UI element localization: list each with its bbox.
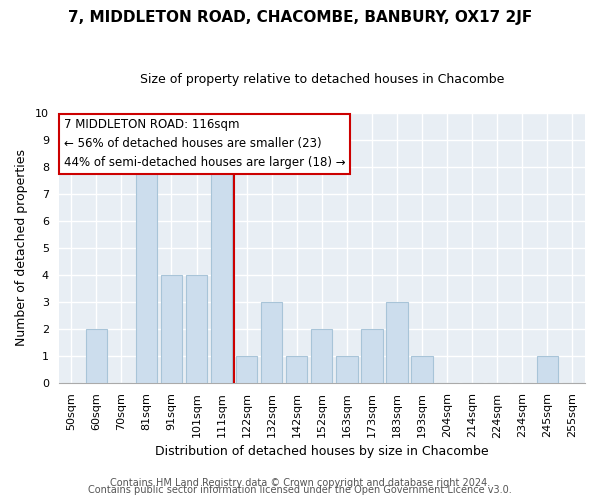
Bar [161,275,182,382]
Y-axis label: Number of detached properties: Number of detached properties [15,150,28,346]
Bar [311,329,332,382]
Bar [211,167,232,382]
Text: 7 MIDDLETON ROAD: 116sqm
← 56% of detached houses are smaller (23)
44% of semi-d: 7 MIDDLETON ROAD: 116sqm ← 56% of detach… [64,118,346,170]
Text: Contains public sector information licensed under the Open Government Licence v3: Contains public sector information licen… [88,485,512,495]
Bar [136,167,157,382]
Bar [386,302,407,382]
Bar [537,356,558,382]
Bar [286,356,307,382]
Text: 7, MIDDLETON ROAD, CHACOMBE, BANBURY, OX17 2JF: 7, MIDDLETON ROAD, CHACOMBE, BANBURY, OX… [68,10,532,25]
Bar [236,356,257,382]
Bar [186,275,207,382]
Bar [412,356,433,382]
Text: Contains HM Land Registry data © Crown copyright and database right 2024.: Contains HM Land Registry data © Crown c… [110,478,490,488]
Bar [261,302,283,382]
Bar [361,329,383,382]
X-axis label: Distribution of detached houses by size in Chacombe: Distribution of detached houses by size … [155,444,488,458]
Bar [336,356,358,382]
Bar [86,329,107,382]
Title: Size of property relative to detached houses in Chacombe: Size of property relative to detached ho… [140,72,504,86]
